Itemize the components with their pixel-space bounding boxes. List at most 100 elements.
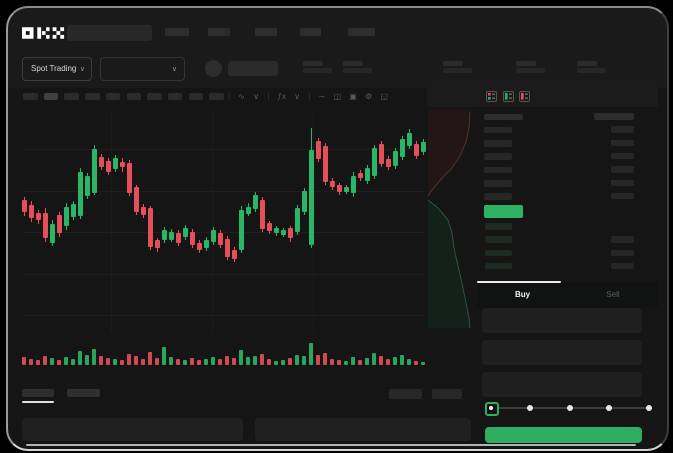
candle	[385, 159, 391, 167]
nav-item-placeholder[interactable]	[255, 28, 277, 36]
orderbook-ask-amount[interactable]	[594, 113, 634, 120]
nav-item-placeholder[interactable]	[165, 28, 189, 36]
volume-bar	[113, 359, 117, 365]
candle	[35, 213, 41, 220]
indicators-icon[interactable]: ƒx	[277, 92, 286, 101]
order-input-placeholder[interactable]	[482, 340, 642, 365]
slider-stop[interactable]	[527, 404, 533, 411]
timeframe-button[interactable]	[147, 92, 162, 100]
bottom-tab-placeholder[interactable]	[67, 389, 100, 397]
timeframe-button[interactable]	[126, 92, 141, 100]
orderbook-ask-row[interactable]	[484, 126, 512, 134]
nav-item-placeholder[interactable]	[348, 28, 375, 36]
chart-type-icon[interactable]: ∿	[238, 92, 245, 101]
volume-bar	[120, 360, 124, 365]
orderbook-view-bids-icon[interactable]	[502, 91, 514, 102]
nav-item-placeholder[interactable]	[208, 28, 230, 36]
candle	[315, 141, 321, 159]
candle	[98, 157, 104, 167]
orderbook-bid-amount[interactable]	[611, 262, 634, 270]
volume-bar	[127, 354, 131, 365]
volume-bar	[232, 358, 236, 365]
candle	[266, 223, 272, 231]
bottom-action-placeholder[interactable]	[432, 389, 462, 399]
bottom-tab-placeholder[interactable]	[22, 389, 54, 397]
timeframe-button[interactable]	[85, 92, 100, 100]
app-window: Spot Trading ∨ ∨ | ∿ ∨ | ƒx ∨ | ∼ ◫ ▣ ⚙ ◱	[6, 6, 669, 451]
ticker-stat-value-placeholder	[343, 68, 372, 73]
volume-bar	[225, 356, 229, 365]
candle	[105, 161, 111, 172]
tab-buy[interactable]: Buy	[514, 290, 531, 299]
orderbook-bid-amount[interactable]	[611, 249, 634, 257]
candle	[413, 144, 419, 156]
volume-bar	[169, 357, 173, 365]
slider-stop[interactable]	[606, 404, 612, 411]
volume-bar	[92, 349, 96, 365]
candle	[259, 200, 265, 229]
buy-button[interactable]	[485, 427, 642, 443]
tab-sell[interactable]: Sell	[606, 290, 620, 299]
orderbook-ask-row[interactable]	[484, 193, 512, 200]
orderbook-ask-amount[interactable]	[611, 139, 634, 147]
orderbook-ask-row[interactable]	[484, 180, 512, 187]
volume-bar	[330, 359, 334, 365]
order-input-placeholder[interactable]	[482, 372, 642, 397]
orderbook-bid-row[interactable]	[485, 249, 512, 257]
orderbook-bid-amount[interactable]	[611, 236, 634, 243]
volume-bar	[176, 359, 180, 365]
trendline-icon[interactable]: ∼	[318, 92, 326, 101]
orderbook-ask-row[interactable]	[484, 113, 523, 120]
orderbook-view-asks-icon[interactable]	[519, 91, 530, 102]
volume-bar	[351, 357, 355, 365]
timeframe-button[interactable]	[209, 92, 224, 100]
indicators-caret-icon[interactable]: ∨	[294, 92, 301, 101]
timeframe-button[interactable]	[188, 92, 204, 100]
timeframe-button[interactable]	[23, 92, 38, 100]
nav-item-placeholder[interactable]	[300, 28, 321, 36]
orderbook-bid-row[interactable]	[485, 262, 512, 270]
order-input-placeholder[interactable]	[482, 308, 642, 333]
coin-avatar	[205, 60, 222, 77]
orderbook-ask-row[interactable]	[484, 166, 512, 174]
gridline-h	[24, 190, 425, 192]
chart-type-caret-icon[interactable]: ∨	[253, 92, 260, 101]
volume-bar	[57, 360, 61, 365]
settings-icon[interactable]: ⚙	[364, 92, 373, 101]
candle	[329, 181, 335, 187]
orderbook-ask-row[interactable]	[484, 140, 512, 147]
volume-bar	[253, 356, 257, 365]
orderbook-ask-amount[interactable]	[611, 179, 634, 186]
timeframe-button[interactable]	[64, 92, 79, 100]
volume-bar	[78, 351, 82, 365]
slider-stop[interactable]	[646, 404, 652, 411]
pair-selector[interactable]: ∨	[100, 57, 185, 81]
slider-stop[interactable]	[567, 404, 573, 411]
market-type-selector[interactable]: Spot Trading ∨	[22, 57, 92, 81]
divider: |	[267, 92, 270, 101]
orderbook-ask-amount[interactable]	[611, 192, 634, 200]
snapshot-icon[interactable]: ▣	[349, 92, 357, 101]
orderbook-ask-row[interactable]	[484, 153, 512, 160]
compare-icon[interactable]: ◫	[333, 92, 341, 101]
candle	[182, 228, 188, 237]
volume-bar	[141, 359, 145, 365]
volume-bar	[190, 358, 194, 365]
timeframe-button[interactable]	[167, 92, 183, 100]
fullscreen-icon[interactable]: ◱	[380, 92, 388, 101]
orderbook-bid-row[interactable]	[485, 223, 512, 230]
orderbook-bid-row[interactable]	[485, 236, 512, 243]
depth-asks-area	[428, 110, 478, 196]
orderbook-ask-amount[interactable]	[611, 152, 634, 160]
header-search-placeholder[interactable]	[67, 25, 152, 41]
timeframe-button[interactable]	[105, 92, 121, 100]
candle	[161, 230, 167, 240]
bottom-active-underline	[22, 401, 54, 403]
bottom-action-placeholder[interactable]	[389, 389, 422, 399]
chevron-down-icon: ∨	[171, 66, 177, 73]
orderbook-ask-amount[interactable]	[611, 126, 634, 133]
timeframe-button[interactable]	[43, 92, 59, 100]
orderbook-ask-amount[interactable]	[611, 166, 634, 173]
orderbook-view-all-icon[interactable]	[486, 91, 497, 102]
active-tab-indicator	[477, 280, 561, 283]
